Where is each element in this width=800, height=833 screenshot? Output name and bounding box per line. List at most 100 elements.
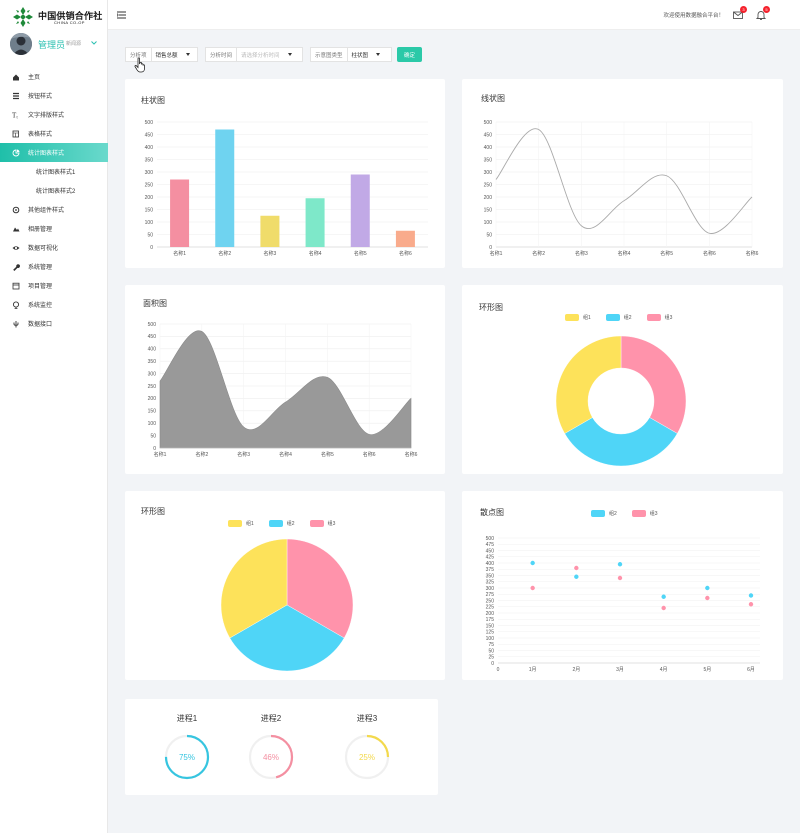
home-icon (12, 73, 20, 81)
sidebar-item-8[interactable]: 其他组件样式 (0, 200, 108, 219)
analysis-time-label: 分析时间 (206, 48, 238, 61)
analysis-time-placeholder: 请选择分析时间 (241, 52, 280, 59)
legend-swatch (309, 520, 324, 527)
y-tick-label: 450 (145, 132, 154, 138)
y-tick-label: 450 (486, 548, 495, 554)
y-tick-label: 150 (145, 207, 154, 213)
x-tick-label: 2月 (572, 667, 580, 673)
legend-item[interactable]: 组3 (631, 510, 658, 517)
y-tick-label: 475 (486, 542, 495, 548)
pie-chart-icon (12, 149, 20, 157)
sidebar-item-7[interactable]: 统计图表样式2 (0, 181, 108, 200)
sidebar-item-11[interactable]: 系统管理 (0, 257, 108, 276)
confirm-button[interactable]: 确定 (397, 47, 422, 62)
analysis-time-select[interactable]: 分析时间 请选择分析时间 (205, 47, 303, 62)
progress-item-2: 进程2 46% (246, 713, 296, 783)
legend-item[interactable]: 组2 (605, 314, 632, 321)
user-role: 新闻源 (66, 41, 82, 47)
x-tick-label: 名称4 (618, 250, 631, 257)
user-panel[interactable]: 管理员 新闻源 (10, 33, 105, 57)
mail-badge: 3 (740, 6, 747, 13)
legend-item[interactable]: 组2 (591, 510, 617, 517)
chart-type-select[interactable]: 示意图类型 柱状图 (310, 47, 392, 62)
scatter-point-组2-5 (705, 585, 710, 591)
donut-chart-title: 环形图 (479, 303, 503, 312)
y-tick-label: 100 (484, 220, 493, 226)
legend-label: 组3 (649, 511, 658, 517)
legend-item[interactable]: 组1 (565, 314, 591, 321)
sidebar-item-label: 项目管理 (28, 284, 53, 290)
sidebar-item-label: 数据可视化 (28, 246, 59, 252)
chart-type-label: 示意图类型 (311, 48, 348, 61)
bell-icon (755, 11, 767, 20)
area-chart-title: 面积图 (143, 299, 167, 308)
sidebar-item-12[interactable]: 项目管理 (0, 276, 108, 295)
bar-1 (170, 179, 190, 247)
legend-label: 组2 (609, 511, 617, 517)
mail-button[interactable]: 3 (732, 6, 747, 21)
legend-item[interactable]: 组1 (228, 520, 254, 527)
y-tick-label: 0 (489, 245, 492, 251)
top-header: 欢迎使用数据融合平台！ 3 5 (108, 0, 800, 30)
avatar-image (10, 33, 32, 55)
monitor-icon (12, 300, 20, 309)
sidebar-item-label: 系统监控 (28, 303, 53, 309)
legend-item[interactable]: 组2 (268, 520, 295, 527)
bar-chart: 0 50 100 150 200 250 300 350 400 450 500 名称1 名称2 名称3 名… (145, 120, 428, 257)
area-chart-card: 面积图 0 50 100 150 200 250 300 350 400 450 500 名称1 名称2… (125, 285, 445, 474)
x-tick-label: 名称3 (264, 250, 277, 257)
y-tick-label: 300 (484, 170, 493, 176)
scatter-point-组2-6 (748, 593, 754, 598)
x-tick-label: 名称3 (237, 451, 250, 458)
wrench-icon (12, 263, 20, 271)
bar-5 (350, 174, 370, 247)
scatter-chart-card: 散点图 组2 组3 0 25 50 75 100 125 150 175 200 225 250 275… (462, 491, 783, 680)
pie-chart (220, 538, 354, 672)
chevron-down-icon[interactable] (90, 39, 98, 47)
x-tick-label: 名称6 (363, 451, 376, 458)
y-tick-label: 300 (145, 170, 154, 176)
sidebar-item-9[interactable]: 相册管理 (0, 219, 108, 238)
x-tick-label: 名称5 (660, 250, 673, 257)
menu-toggle-icon[interactable] (117, 11, 126, 19)
legend-item[interactable]: 组3 (309, 520, 336, 527)
legend-label: 组1 (583, 315, 591, 321)
y-tick-label: 250 (145, 182, 154, 188)
line-chart-card: 线状图 0 50 100 150 200 250 300 350 400 450 500 名称1 名称2… (462, 79, 783, 268)
y-tick-label: 50 (488, 648, 494, 654)
caret-down-icon (287, 53, 292, 56)
sidebar-item-1[interactable]: 主页 (0, 67, 108, 86)
analysis-item-select[interactable]: 分析项 销售总额 (125, 47, 198, 62)
bar-4 (305, 198, 325, 247)
scatter-point-组2-2 (574, 574, 579, 579)
x-tick-label: 名称5 (321, 451, 334, 458)
sidebar-item-10[interactable]: 数据可视化 (0, 238, 108, 257)
x-tick-label: 名称4 (279, 451, 292, 458)
progress-arc (164, 734, 210, 780)
y-tick-label: 200 (145, 195, 154, 201)
sidebar-item-label: 统计图表样式2 (36, 189, 76, 195)
image-icon (12, 225, 20, 233)
sidebar-item-4[interactable]: 表格样式 (0, 124, 108, 143)
legend-swatch (646, 314, 661, 321)
y-tick-label: 50 (150, 433, 156, 439)
sidebar-item-6[interactable]: 统计图表样式1 (0, 162, 108, 181)
sidebar-item-14[interactable]: 数据接口 (0, 314, 108, 333)
sidebar-item-2[interactable]: 按钮样式 (0, 86, 108, 105)
notification-button[interactable]: 5 (755, 6, 770, 21)
legend-label: 组3 (327, 521, 336, 527)
scatter-point-组3-4 (661, 605, 666, 611)
brand-logo[interactable]: 中国供销合作社 CHINA CO-OP (12, 6, 102, 27)
y-tick-label: 0 (153, 446, 156, 452)
legend-label: 组2 (286, 521, 295, 527)
sidebar-item-5[interactable]: 统计图表样式 (0, 143, 108, 162)
progress-ring (344, 734, 390, 780)
x-tick-label: 名称1 (154, 451, 167, 458)
legend-item[interactable]: 组3 (646, 314, 672, 321)
donut-slice-2 (564, 417, 678, 467)
legend-label: 组2 (623, 315, 632, 321)
y-tick-label: 150 (486, 623, 495, 629)
sidebar-item-13[interactable]: 系统监控 (0, 295, 108, 314)
notification-badge: 5 (763, 6, 770, 13)
